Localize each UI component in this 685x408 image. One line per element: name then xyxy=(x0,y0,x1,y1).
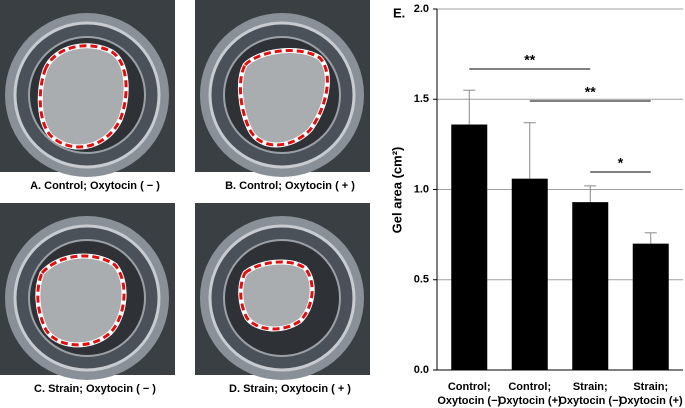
x-tick-label: Oxytocin (−) xyxy=(437,395,501,407)
gel-outline xyxy=(239,49,329,147)
significance-label: * xyxy=(618,155,624,171)
y-tick-label: 0.5 xyxy=(414,274,429,286)
y-tick-label: 2.0 xyxy=(414,3,429,15)
gel-outline xyxy=(239,260,314,331)
photo xyxy=(0,0,175,177)
photo-caption: A. Control; Oxytocin ( − ) xyxy=(30,180,160,192)
photo-caption: B. Control; Oxytocin ( + ) xyxy=(225,180,355,192)
x-tick-label: Strain; xyxy=(633,381,668,393)
bar xyxy=(451,124,488,371)
x-tick-label: Oxytocin (+) xyxy=(619,395,683,407)
y-tick-label: 1.0 xyxy=(414,183,429,195)
x-tick-label: Strain; xyxy=(573,381,608,393)
photo xyxy=(195,0,370,177)
photo-caption: C. Strain; Oxytocin ( − ) xyxy=(34,383,156,395)
panel-label: E. xyxy=(393,5,405,20)
significance-label: ** xyxy=(524,52,535,68)
photo xyxy=(195,203,370,380)
bar xyxy=(572,202,609,370)
significance-label: ** xyxy=(585,84,596,100)
y-tick-label: 0.0 xyxy=(414,364,429,376)
photo xyxy=(0,203,175,380)
x-tick-label: Control; xyxy=(448,381,491,393)
gel xyxy=(238,259,315,332)
photo-caption: D. Strain; Oxytocin ( + ) xyxy=(229,383,351,395)
y-tick-label: 1.5 xyxy=(414,93,429,105)
bar xyxy=(511,178,548,370)
gel xyxy=(35,253,127,348)
x-tick-label: Oxytocin (−) xyxy=(558,395,622,407)
x-tick-label: Control; xyxy=(508,381,551,393)
gel xyxy=(37,43,129,150)
bar xyxy=(632,243,669,370)
x-tick-label: Oxytocin (+) xyxy=(498,395,562,407)
y-axis-label: Gel area (cm²) xyxy=(389,147,404,234)
